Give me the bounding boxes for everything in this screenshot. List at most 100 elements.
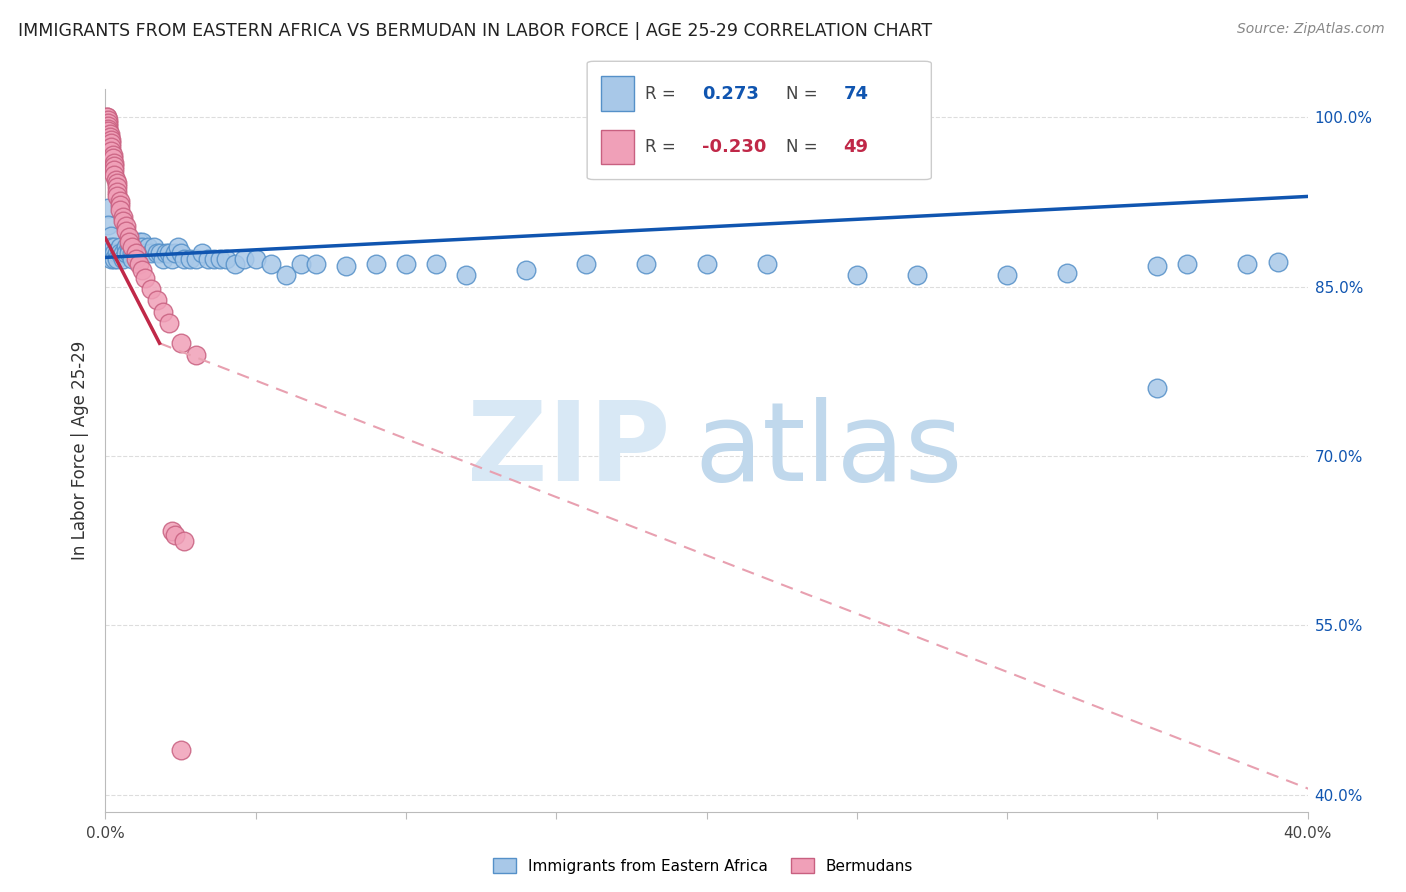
Point [100,240,122,254]
Point [107,185,129,199]
Point [107,180,129,194]
Point [97,116,120,130]
Point [112,252,135,266]
Point [157,246,180,260]
Point [1056,266,1078,280]
FancyBboxPatch shape [588,62,931,179]
Point [118,240,141,254]
Point [103,168,125,182]
Point [274,268,297,283]
Point [202,252,225,266]
Point [1175,257,1198,271]
Point [160,524,183,538]
Point [145,246,167,260]
Point [110,198,132,212]
Point [103,159,125,173]
Point [101,151,124,165]
Point [118,235,141,249]
Point [1267,255,1289,269]
Point [98,129,121,144]
Point [103,240,125,254]
Point [97,218,120,232]
Point [139,282,162,296]
Point [100,229,122,244]
Point [245,252,267,266]
Point [103,246,125,260]
Point [179,252,201,266]
Point [145,293,167,308]
Point [173,533,195,548]
Point [121,252,143,266]
Point [131,235,153,249]
Point [107,246,129,260]
Point [214,252,236,266]
Point [115,246,138,260]
Point [134,246,156,260]
Point [515,262,537,277]
Point [157,316,180,330]
Text: R =: R = [644,85,675,103]
Point [112,214,135,228]
Point [136,240,159,254]
Point [364,257,387,271]
Point [232,252,254,266]
Point [110,194,132,208]
Bar [600,129,634,164]
Point [575,257,598,271]
Point [115,224,138,238]
Text: N =: N = [786,85,818,103]
Point [124,240,146,254]
Point [184,347,207,361]
Text: -0.230: -0.230 [702,138,766,156]
Point [100,133,122,147]
Point [97,120,120,134]
Point [845,268,868,283]
Point [118,246,141,260]
Point [131,240,153,254]
Text: 74: 74 [844,85,869,103]
Point [696,257,718,271]
Text: ZIP: ZIP [467,397,671,504]
Point [184,252,207,266]
Point [260,257,283,271]
Point [755,257,778,271]
Point [134,270,156,285]
Point [96,111,118,125]
Text: 49: 49 [844,138,869,156]
Point [96,111,118,125]
Point [128,240,150,254]
Text: R =: R = [644,138,675,156]
Point [100,252,122,266]
Point [100,145,122,159]
Point [118,230,141,244]
Point [636,257,658,271]
Text: N =: N = [786,138,818,156]
Point [335,260,357,274]
Point [160,252,183,266]
Point [190,246,212,260]
Point [124,246,146,260]
Point [1146,381,1168,395]
Point [121,246,143,260]
Point [104,172,127,186]
Legend: Immigrants from Eastern Africa, Bermudans: Immigrants from Eastern Africa, Bermudan… [486,852,920,880]
Point [1146,260,1168,274]
Point [112,210,135,224]
Point [995,268,1018,283]
Point [115,240,138,254]
Point [100,140,122,154]
Point [139,246,162,260]
Point [169,742,191,756]
Point [148,246,170,260]
Point [128,257,150,271]
Text: IMMIGRANTS FROM EASTERN AFRICA VS BERMUDAN IN LABOR FORCE | AGE 25-29 CORRELATIO: IMMIGRANTS FROM EASTERN AFRICA VS BERMUD… [18,22,932,40]
Point [197,252,219,266]
Point [305,257,328,271]
Point [128,235,150,249]
Point [98,128,121,142]
Point [124,246,146,260]
Point [97,201,120,215]
Point [155,246,177,260]
Point [107,189,129,203]
Point [131,262,153,277]
